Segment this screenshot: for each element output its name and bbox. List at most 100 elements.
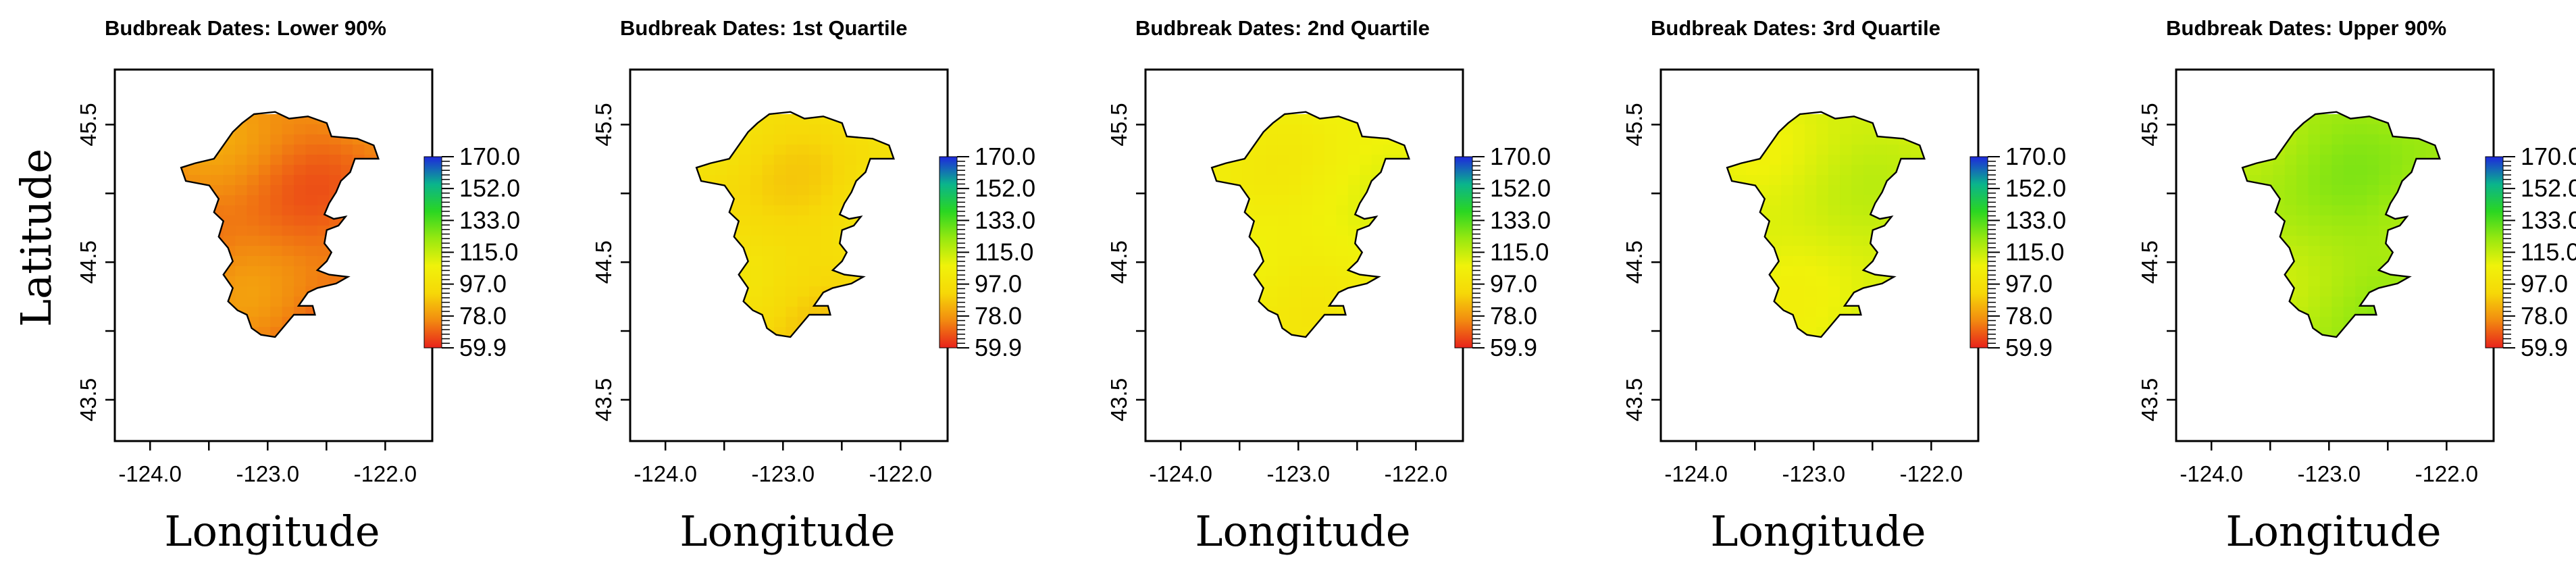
heatmap-cell [1828,226,1841,236]
heatmap-cell [1828,307,1841,317]
colorbar-tick-label: 78.0 [975,302,1022,330]
heatmap-cell [270,286,283,297]
heatmap-cell [2296,226,2309,236]
heatmap-cell [235,155,248,165]
heatmap-cell [1781,286,1794,297]
heatmap-cell [258,134,272,145]
heatmap-cell [797,256,810,267]
heatmap-cell [1804,256,1818,267]
heatmap-cell [773,266,787,277]
heatmap-cell [258,145,272,155]
heatmap-cell [1840,276,1853,287]
heatmap-cell [1816,195,1829,206]
chart-title: Budbreak Dates: 3rd Quartile [1651,16,1940,40]
heatmap-cell [1266,215,1279,226]
heatmap-cell [2332,195,2344,206]
heatmap-cell [1360,155,1372,165]
heatmap-cell [2343,297,2356,307]
heatmap-cell [1266,145,1279,155]
heatmap-cell [211,175,224,186]
heatmap-cell [1840,266,1853,277]
heatmap-cell [247,205,259,216]
heatmap-cell [1301,307,1314,317]
heatmap-cell [258,155,272,165]
heatmap-cell [762,124,775,135]
heatmap-cell [258,215,272,226]
heatmap-cell [773,256,787,267]
heatmap-cell [2355,175,2368,186]
heatmap-cell [797,215,810,226]
y-tick-label: 43.5 [76,378,101,421]
x-axis-label: Longitude [1710,507,1926,556]
heatmap-cell [809,215,822,226]
heatmap-cell [2319,256,2333,267]
heatmap-cell [785,195,798,206]
heatmap-cell [797,286,810,297]
heatmap-cell [1277,236,1290,247]
colorbar-tick-label: 152.0 [2005,174,2066,202]
heatmap-cell [1289,286,1302,297]
heatmap-cell [294,286,307,297]
heatmap-cell [1254,185,1267,196]
heatmap-cell [1828,205,1841,216]
heatmap-cell [2308,185,2321,196]
heatmap-cell [258,205,272,216]
heatmap-cell [821,145,833,155]
heatmap-cell [773,155,787,165]
region-outline [696,112,894,337]
heatmap-cell [2402,145,2415,155]
heatmap-cell [282,124,295,135]
heatmap-cell [773,165,787,176]
heatmap-cell [2367,124,2379,135]
heatmap-cell [1301,195,1314,206]
heatmap-cell [1793,256,1805,267]
heatmap-cell [247,236,259,247]
heatmap-cell [2308,256,2321,267]
heatmap-cell [1336,195,1349,206]
heatmap-cell [305,276,318,287]
heatmap-cell [2319,175,2333,186]
heatmap-cell [785,134,798,145]
heatmap-cell [832,165,846,176]
heatmap-cell [1383,145,1396,155]
heatmap-cell [2296,286,2309,297]
heatmap-cell [1828,145,1841,155]
heatmap-cell [211,165,224,176]
heatmap-cell [2261,165,2274,176]
heatmap-cell [1851,276,1864,287]
heatmap-cell [762,226,775,236]
heatmap-cell [1324,205,1337,216]
heatmap-cell [1324,165,1337,176]
heatmap-cell [2284,155,2298,165]
x-tick-label: -123.0 [236,461,300,486]
heatmap-cell [797,185,810,196]
heatmap-cell [2378,215,2392,226]
heatmap-cell [2343,134,2356,145]
heatmap-cell [2296,195,2309,206]
heatmap-cell [832,155,846,165]
heatmap-cell [1277,215,1290,226]
colorbar-tick-label: 170.0 [459,143,520,170]
heatmap-cell [2319,246,2333,257]
heatmap-cell [785,266,798,277]
heatmap-cell [1312,246,1326,257]
heatmap-cell [1804,195,1818,206]
heatmap-cell [2378,246,2392,257]
heatmap-cell [2367,145,2379,155]
heatmap-cell [1324,145,1337,155]
heatmap-cell [1851,124,1864,135]
heatmap-cell [1781,246,1794,257]
heatmap-cell [1804,276,1818,287]
heatmap-cell [1312,276,1326,287]
heatmap-cell [1793,297,1805,307]
heatmap-cell [1301,266,1314,277]
heatmap-cell [282,134,295,145]
heatmap-cell [785,185,798,196]
heatmap-cell [1804,286,1818,297]
heatmap-cell [1727,165,1735,176]
chart-panel-1: Budbreak Dates: Lower 90% -124.0 -123.0 -12… [76,16,520,556]
heatmap-cell [1851,134,1864,145]
heatmap-cell [2308,165,2321,176]
heatmap-cell [1301,165,1314,176]
heatmap-cell [797,145,810,155]
